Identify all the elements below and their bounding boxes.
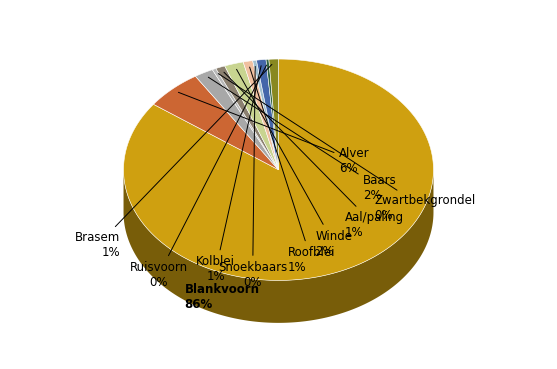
Text: Aal/paling
1%: Aal/paling 1%: [224, 72, 404, 239]
Text: Blankvoorn
86%: Blankvoorn 86%: [184, 283, 260, 311]
Polygon shape: [253, 60, 278, 170]
Text: Brasem
1%: Brasem 1%: [75, 65, 272, 259]
Polygon shape: [124, 59, 433, 280]
Polygon shape: [256, 59, 278, 170]
Text: Roofblei
1%: Roofblei 1%: [250, 67, 335, 274]
Text: Kolblei
1%: Kolblei 1%: [196, 66, 261, 283]
Polygon shape: [124, 170, 433, 323]
Text: Baars
2%: Baars 2%: [208, 77, 397, 202]
Text: Zwartbekgrondel
0%: Zwartbekgrondel 0%: [218, 73, 476, 223]
Text: Snoekbaars
0%: Snoekbaars 0%: [218, 66, 287, 289]
Polygon shape: [269, 59, 278, 170]
Polygon shape: [196, 70, 278, 170]
Polygon shape: [154, 76, 278, 170]
Text: Ruisvoorn
0%: Ruisvoorn 0%: [130, 65, 266, 289]
Polygon shape: [243, 61, 278, 170]
Polygon shape: [216, 66, 278, 170]
Text: Winde
2%: Winde 2%: [237, 69, 353, 258]
Polygon shape: [266, 59, 278, 170]
Text: Alver
6%: Alver 6%: [178, 92, 370, 175]
Polygon shape: [224, 62, 278, 170]
Polygon shape: [212, 69, 278, 170]
